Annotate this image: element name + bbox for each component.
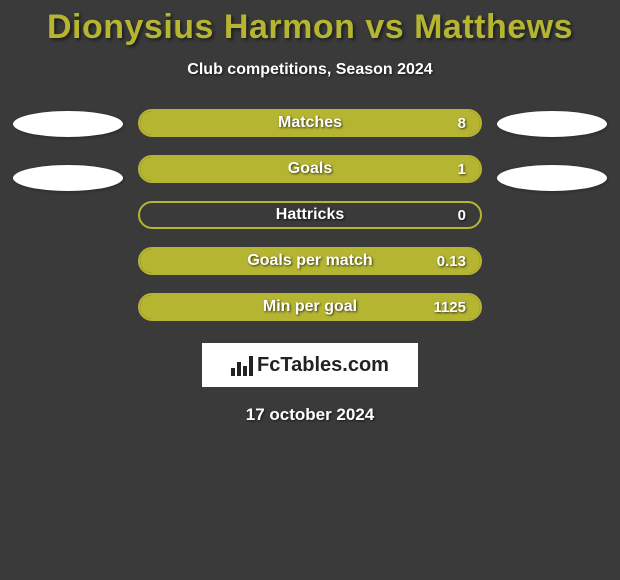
stat-bar-value: 0.13 — [437, 253, 466, 270]
page-subtitle: Club competitions, Season 2024 — [187, 61, 432, 79]
stats-area: Matches 8 Goals 1 Hattricks 0 Goals per match 0… — [0, 109, 620, 321]
stat-bar-label: Min per goal — [263, 298, 357, 316]
placeholder-ellipse — [497, 111, 607, 137]
stat-bar-value: 1125 — [433, 299, 466, 316]
stat-bar-label: Goals per match — [247, 252, 372, 270]
stat-bar-label: Matches — [278, 114, 342, 132]
placeholder-ellipse — [13, 165, 123, 191]
stat-bar-value: 0 — [458, 207, 466, 224]
stat-bars-column: Matches 8 Goals 1 Hattricks 0 Goals per match 0… — [138, 109, 482, 321]
stat-bar: Goals 1 — [138, 155, 482, 183]
stat-bar: Goals per match 0.13 — [138, 247, 482, 275]
left-placeholder-column — [8, 109, 128, 191]
page-title: Dionysius Harmon vs Matthews — [47, 8, 573, 47]
logo-box: FcTables.com — [202, 343, 418, 387]
stat-bar: Matches 8 — [138, 109, 482, 137]
right-placeholder-column — [492, 109, 612, 191]
stat-bar: Min per goal 1125 — [138, 293, 482, 321]
stat-bar-value: 1 — [458, 161, 466, 178]
stat-bar-label: Hattricks — [276, 206, 344, 224]
placeholder-ellipse — [13, 111, 123, 137]
placeholder-ellipse — [497, 165, 607, 191]
stat-bar: Hattricks 0 — [138, 201, 482, 229]
stat-bar-value: 8 — [458, 115, 466, 132]
bar-chart-icon — [231, 354, 253, 376]
stat-bar-label: Goals — [288, 160, 332, 178]
main-container: Dionysius Harmon vs Matthews Club compet… — [0, 0, 620, 425]
logo-text: FcTables.com — [257, 354, 389, 377]
date-text: 17 october 2024 — [246, 405, 375, 425]
